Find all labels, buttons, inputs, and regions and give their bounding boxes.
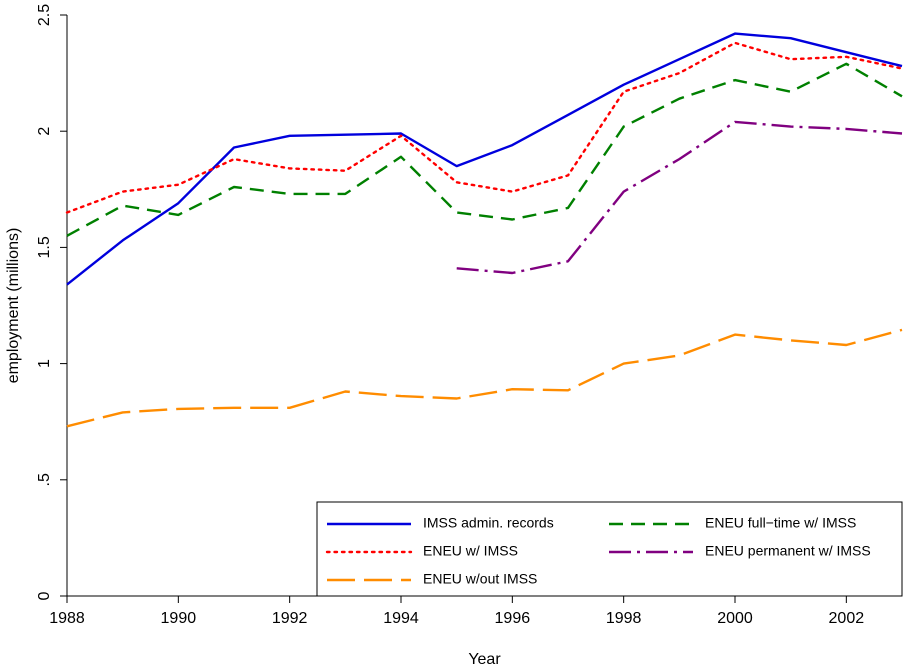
x-tick-label: 1994 [383,610,419,627]
legend: IMSS admin. records ENEU full−time w/ IMS… [316,501,903,597]
x-tick-label: 2000 [717,610,753,627]
series-layer [65,32,904,428]
series-line-2 [66,328,903,428]
x-tick-label: 1996 [495,610,531,627]
y-tick-label: 2 [36,127,53,136]
x-axis: 1988 1990 1992 1994 1996 1998 2000 2002 [49,595,902,627]
y-axis: 0 .5 1 1.5 2 2.5 [36,4,68,600]
legend-box [316,501,903,597]
y-tick-label: 1.5 [36,236,53,258]
legend-label-4: ENEU permanent w/ IMSS [705,543,871,559]
series-line-1 [65,41,904,214]
series-line-0 [66,32,903,286]
x-axis-title: Year [468,651,501,668]
y-tick-label: 0 [36,591,53,600]
legend-label-3: ENEU full−time w/ IMSS [705,515,856,531]
x-tick-label: 1992 [272,610,308,627]
y-axis-title: employment (millions) [5,228,22,384]
y-tick-label: 1 [36,359,53,368]
legend-label-0: IMSS admin. records [423,515,554,531]
y-tick-label: 2.5 [36,4,53,26]
x-tick-label: 1998 [606,610,642,627]
series-line-4 [456,120,903,275]
legend-label-1: ENEU w/ IMSS [423,543,518,559]
x-tick-label: 1990 [161,610,197,627]
series-line-3 [66,62,903,237]
y-tick-label: .5 [36,473,53,486]
x-tick-label: 1988 [49,610,85,627]
legend-label-2: ENEU w/out IMSS [423,571,537,587]
x-tick-label: 2002 [829,610,865,627]
